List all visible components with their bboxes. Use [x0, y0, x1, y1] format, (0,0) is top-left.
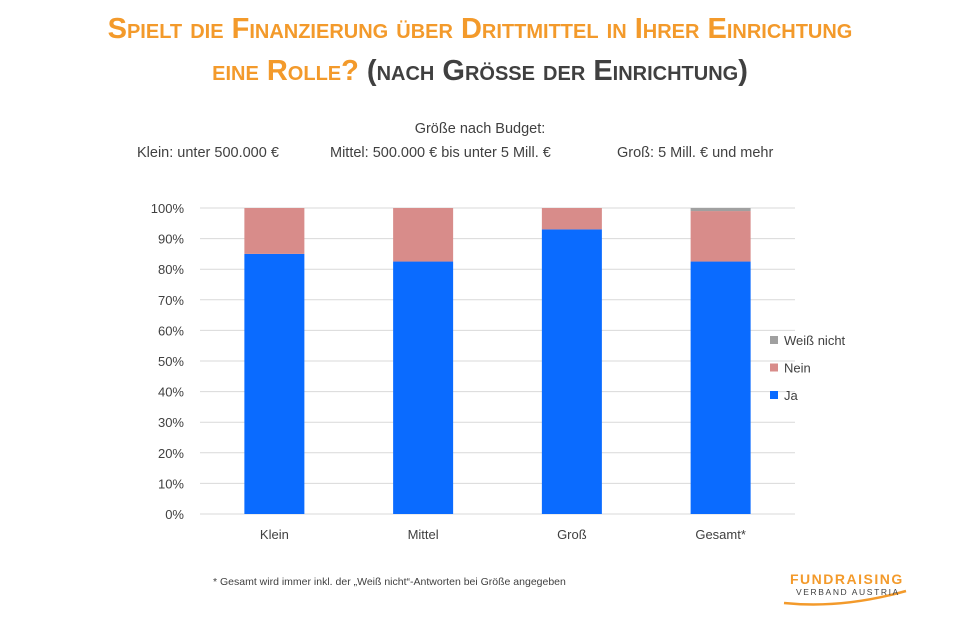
bar-segment-weiß-nicht: [690, 208, 751, 212]
bar-segment-ja: [541, 229, 602, 515]
x-tick-label: Groß: [557, 527, 587, 542]
size-legend-heading: Größe nach Budget:: [414, 121, 546, 137]
bar-segment-nein: [541, 208, 602, 230]
y-tick-label: 70%: [158, 293, 184, 308]
chart-title-qualifier: (nach Grösse der Einrichtung): [366, 55, 748, 87]
bar-segment-nein: [244, 208, 305, 254]
size-klein-definition: Klein: unter 500.000 €: [137, 145, 279, 161]
legend-label: Weiß nicht: [784, 333, 846, 348]
y-tick-label: 30%: [158, 415, 184, 430]
x-tick-label: Klein: [260, 527, 289, 542]
x-tick-label: Mittel: [408, 527, 439, 542]
legend-swatch: [770, 336, 778, 344]
chart-title-question: eine Rolle?: [212, 55, 359, 87]
chart-title-line1: Spielt die Finanzierung über Drittmittel…: [107, 13, 853, 45]
fundraising-verband-logo: FUNDRAISING VERBAND AUSTRIA: [782, 569, 912, 609]
legend-label: Ja: [784, 388, 799, 403]
bar-segment-nein: [690, 211, 751, 262]
y-tick-label: 10%: [158, 476, 184, 491]
size-gross-definition: Groß: 5 Mill. € und mehr: [617, 145, 774, 161]
logo-name: FUNDRAISING: [790, 571, 904, 587]
logo-subtitle: VERBAND AUSTRIA: [796, 587, 900, 597]
y-tick-label: 100%: [151, 201, 185, 216]
y-tick-label: 80%: [158, 262, 184, 277]
x-tick-label: Gesamt*: [695, 527, 746, 542]
bar-segment-ja: [244, 253, 305, 514]
y-tick-label: 50%: [158, 354, 184, 369]
y-tick-label: 60%: [158, 323, 184, 338]
bar-segment-ja: [690, 261, 751, 514]
legend-swatch: [770, 391, 778, 399]
y-tick-label: 20%: [158, 446, 184, 461]
bar-segment-nein: [393, 208, 454, 262]
footnote: * Gesamt wird immer inkl. der „Weiß nich…: [213, 576, 566, 588]
bar-segment-ja: [393, 261, 454, 514]
y-tick-label: 90%: [158, 232, 184, 247]
legend-swatch: [770, 363, 778, 372]
logo-swoosh-icon: [783, 589, 907, 606]
chart-title-line2: eine Rolle? (nach Grösse der Einrichtung…: [0, 52, 960, 90]
y-tick-label: 40%: [158, 385, 184, 400]
size-mittel-definition: Mittel: 500.000 € bis unter 5 Mill. €: [330, 145, 551, 161]
y-tick-label: 0%: [165, 507, 184, 522]
legend-label: Nein: [784, 361, 811, 376]
